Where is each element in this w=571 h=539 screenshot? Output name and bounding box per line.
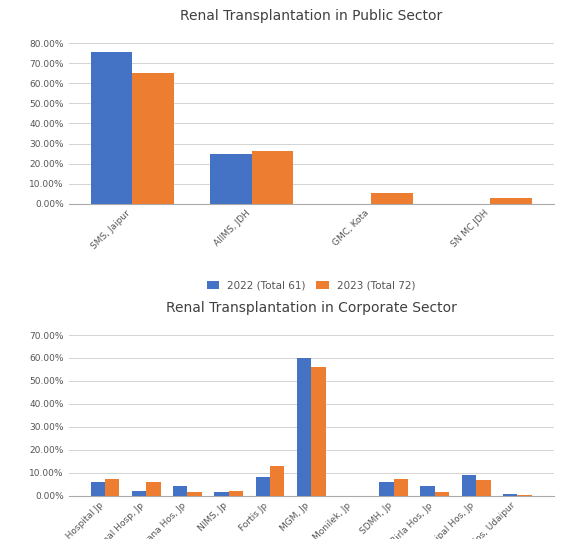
Bar — [371, 193, 413, 204]
Bar — [393, 480, 408, 496]
Bar — [435, 493, 449, 496]
Bar — [462, 475, 476, 496]
Bar — [252, 151, 293, 204]
Bar — [379, 482, 393, 496]
Bar — [503, 494, 517, 496]
Bar — [490, 198, 532, 204]
Bar — [187, 493, 202, 496]
Bar — [105, 480, 119, 496]
Bar — [229, 492, 243, 496]
Bar — [297, 358, 311, 496]
Bar — [91, 52, 132, 204]
Title: Renal Transplantation in Corporate Sector: Renal Transplantation in Corporate Secto… — [166, 301, 457, 315]
Bar — [476, 480, 490, 496]
Bar — [132, 73, 174, 204]
Bar — [420, 486, 435, 496]
Bar — [270, 466, 284, 496]
Bar — [311, 367, 325, 496]
Bar — [146, 482, 160, 496]
Bar — [132, 491, 146, 496]
Bar — [91, 482, 105, 496]
Bar — [173, 486, 187, 496]
Title: Renal Transplantation in Public Sector: Renal Transplantation in Public Sector — [180, 9, 443, 23]
Bar — [517, 495, 532, 496]
Bar — [214, 492, 229, 496]
Bar — [210, 155, 252, 204]
Legend: 2022 (Total 61), 2023 (Total 72): 2022 (Total 61), 2023 (Total 72) — [207, 281, 416, 291]
Bar — [256, 477, 270, 496]
